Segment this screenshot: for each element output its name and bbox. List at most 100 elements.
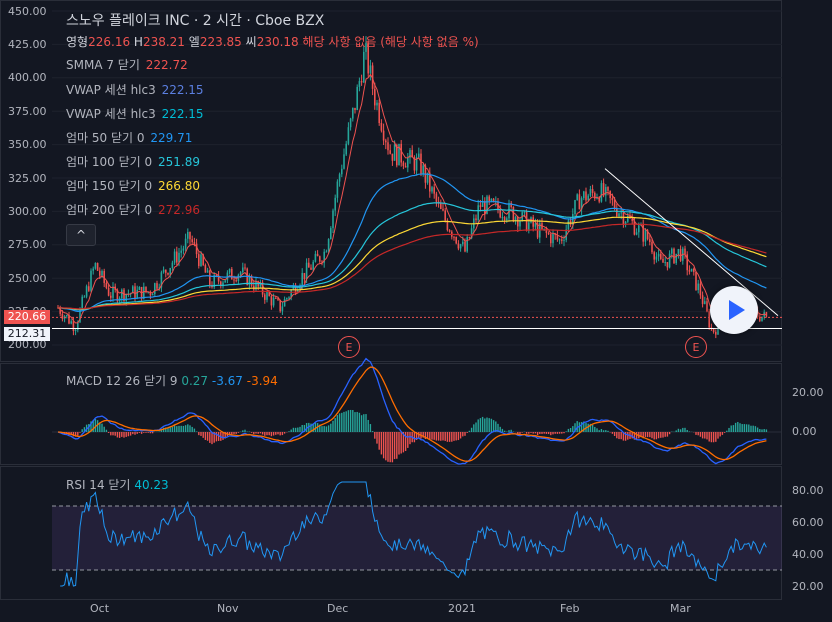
candle-body <box>585 191 587 201</box>
macd-tick: 0.00 <box>792 425 817 438</box>
candle-body <box>618 213 620 217</box>
legend-ema150-label: 엄마 150 닫기 0 <box>66 179 153 193</box>
candle-body <box>635 232 638 235</box>
legend-ema100[interactable]: 엄마 100 닫기 0 251.89 <box>66 153 200 170</box>
rsi-pane[interactable] <box>0 466 782 600</box>
earnings-marker[interactable]: E <box>338 336 360 358</box>
price-tick: 450.00 <box>8 5 47 18</box>
legend-ema150[interactable]: 엄마 150 닫기 0 266.80 <box>66 177 200 194</box>
high-label: H <box>133 35 143 49</box>
candle-body <box>132 286 134 294</box>
candle-body <box>327 239 330 252</box>
candle-body <box>215 275 218 277</box>
candle-body <box>334 197 336 211</box>
candle-body <box>345 143 347 155</box>
candle-body <box>235 280 237 282</box>
close-label: 씨 <box>245 35 257 49</box>
candle-body <box>501 217 504 219</box>
candle-body <box>281 306 284 312</box>
candle-body <box>352 107 354 119</box>
candle-body <box>182 248 185 251</box>
candle-body <box>272 297 275 306</box>
candle-body <box>514 217 517 222</box>
candle-body <box>396 144 398 166</box>
candle-body <box>706 301 708 312</box>
candle-body <box>217 275 220 282</box>
candle-body <box>305 262 308 280</box>
candle-body <box>631 218 633 221</box>
price-tick: 375.00 <box>8 105 47 118</box>
macd-legend[interactable]: MACD 12 26 닫기 9 0.27 -3.67 -3.94 <box>66 372 278 389</box>
candle-body <box>499 209 501 218</box>
legend-collapse-button[interactable]: ^ <box>66 224 96 246</box>
candle-body <box>444 210 446 221</box>
candle-body <box>279 299 281 312</box>
candle-body <box>70 321 72 324</box>
earnings-marker[interactable]: E <box>685 336 707 358</box>
ohlc-readout: 영형226.16 H238.21 엘223.85 씨230.18 해당 사항 없… <box>66 33 479 50</box>
legend-ema200-label: 엄마 200 닫기 0 <box>66 203 153 217</box>
candle-body <box>286 298 288 300</box>
candle-body <box>81 296 83 309</box>
candle-body <box>627 215 629 222</box>
candle-body <box>664 262 666 264</box>
candle-body <box>255 281 257 290</box>
candle-body <box>341 168 343 175</box>
candle-body <box>429 172 431 192</box>
candle-body <box>677 249 680 254</box>
candle-body <box>96 262 99 271</box>
candle-body <box>380 123 383 131</box>
candle-body <box>409 150 411 158</box>
candle-body <box>330 228 332 240</box>
candle-body <box>673 248 675 264</box>
candle-body <box>475 218 477 221</box>
legend-vwap-1[interactable]: VWAP 세션 hlc3 222.15 <box>66 81 204 98</box>
legend-ema50[interactable]: 엄마 50 닫기 0 229.71 <box>66 129 192 146</box>
candle-body <box>134 286 136 299</box>
candle-body <box>666 262 669 268</box>
candle-body <box>173 251 176 263</box>
legend-vwap-2-value: 222.15 <box>161 107 204 121</box>
candle-body <box>349 118 352 128</box>
legend-smma[interactable]: SMMA 7 닫기 222.72 <box>66 56 188 73</box>
candle-body <box>316 253 319 257</box>
candle-body <box>233 279 235 281</box>
candle-body <box>402 162 405 166</box>
candle-body <box>358 81 361 87</box>
candle-body <box>426 172 429 183</box>
candle-body <box>308 262 310 268</box>
candle-body <box>633 220 636 235</box>
candle-body <box>268 292 270 297</box>
candle-body <box>143 286 145 299</box>
candle-body <box>413 157 416 171</box>
legend-smma-value: 222.72 <box>145 58 188 72</box>
candle-body <box>92 268 94 271</box>
candle-body <box>343 154 345 169</box>
time-tick: Nov <box>217 602 239 615</box>
candle-body <box>446 220 449 231</box>
close-value: 230.18 <box>256 35 299 49</box>
play-button[interactable] <box>710 286 758 334</box>
legend-ema200[interactable]: 엄마 200 닫기 0 272.96 <box>66 201 200 218</box>
candle-body <box>264 294 266 300</box>
candle-body <box>391 153 394 161</box>
candle-body <box>178 252 180 263</box>
candle-body <box>85 286 88 297</box>
rsi-legend[interactable]: RSI 14 닫기 40.23 <box>66 476 169 493</box>
main-chart-pane[interactable] <box>0 0 782 362</box>
macd-pane[interactable] <box>0 363 782 465</box>
candle-body <box>151 293 154 296</box>
candle-body <box>145 286 147 292</box>
candle-body <box>59 307 61 314</box>
candle-body <box>532 217 534 227</box>
candle-body <box>684 248 686 255</box>
price-tick: 250.00 <box>8 272 47 285</box>
candle-body <box>657 253 660 257</box>
legend-vwap-2[interactable]: VWAP 세션 hlc3 222.15 <box>66 105 204 122</box>
candle-body <box>547 232 550 235</box>
candle-body <box>602 183 605 196</box>
candle-body <box>61 313 64 319</box>
candle-body <box>158 287 160 289</box>
candle-body <box>616 209 618 217</box>
candle-body <box>622 212 625 225</box>
